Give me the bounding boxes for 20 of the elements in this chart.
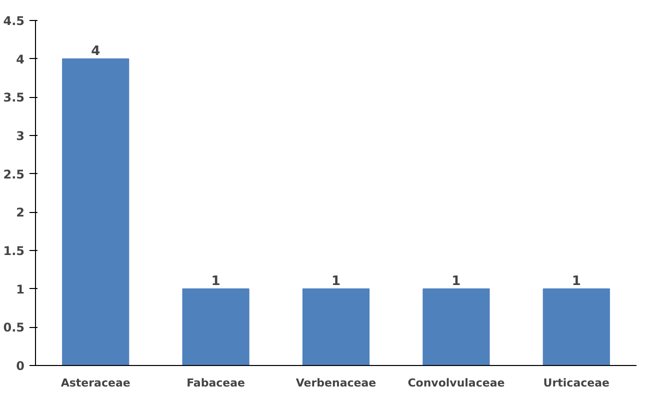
data-label: 1 [452,274,461,289]
data-label: 1 [331,274,341,289]
data-label: 1 [572,274,581,289]
y-tick-label: 1 [16,282,25,296]
data-label: 4 [91,44,100,59]
data-label: 1 [211,274,220,289]
y-tick-label: 0.5 [3,320,25,335]
y-tick-label: 1.5 [3,244,25,258]
y-tick-label: 4 [16,52,25,66]
x-tick-label: Convolvulaceae [408,376,505,390]
y-tick-label: 2 [16,206,25,220]
x-tick-label: Fabaceae [186,376,246,390]
x-tick-label: Urticaceae [543,376,610,390]
y-tick-label: 3 [16,129,25,143]
y-tick-label: 4.5 [3,14,25,28]
y-tick-label: 3.5 [3,90,25,105]
y-tick-label: 2.5 [3,167,25,182]
x-tick-label: Asteraceae [60,376,130,390]
y-tick-label: 0 [16,359,25,373]
x-tick-label: Verbenaceae [296,376,376,390]
